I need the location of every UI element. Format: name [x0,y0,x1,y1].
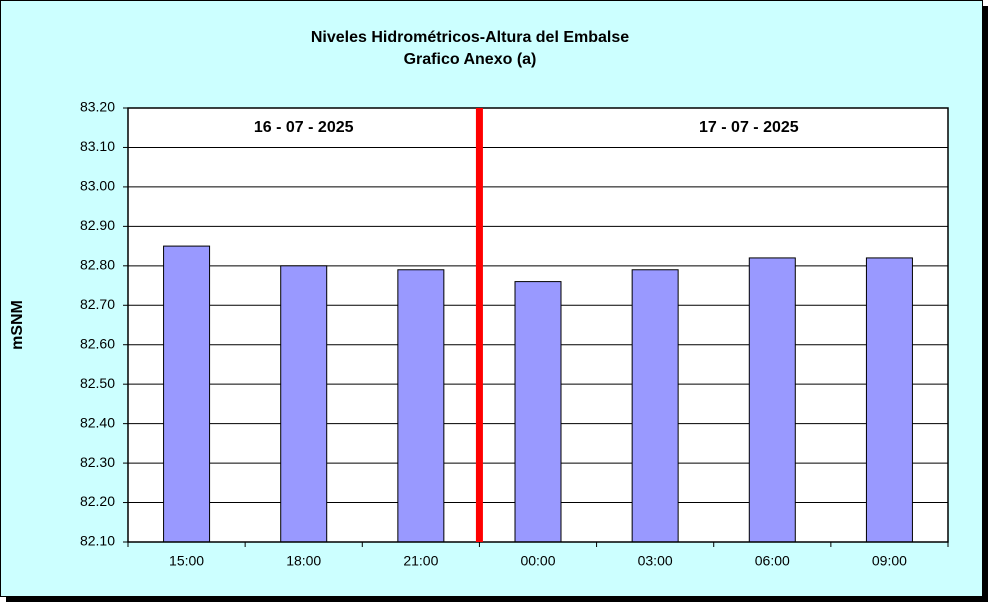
bar [865,257,913,543]
y-tick-label: 82.80 [80,257,115,273]
x-tick-label: 09:00 [872,553,907,569]
bar [280,265,328,543]
chart-subtitle: Grafico Anexo (a) [404,51,537,68]
y-tick-label: 82.20 [80,493,115,509]
bar [397,269,445,543]
annotation: 16 - 07 - 2025 [254,119,354,136]
y-tick-label: 82.40 [80,414,115,430]
y-tick-label: 82.90 [80,217,115,233]
bar [631,269,679,543]
y-tick-label: 83.10 [80,138,115,154]
x-tick-label: 15:00 [169,553,204,569]
y-tick-label: 82.50 [80,375,115,391]
x-tick-label: 00:00 [520,553,555,569]
x-tick-label: 21:00 [403,553,438,569]
x-tick-label: 18:00 [286,553,321,569]
y-tick-label: 82.10 [80,533,115,549]
y-tick-label: 82.60 [80,335,115,351]
x-tick-label: 03:00 [638,553,673,569]
bar [748,257,796,543]
y-tick-label: 83.00 [80,178,115,194]
bar [514,281,562,543]
plot-border [127,107,949,543]
y-tick-label: 83.20 [80,99,115,115]
annotation: 17 - 07 - 2025 [699,119,799,136]
chart-title: Niveles Hidrométricos-Altura del Embalse [311,29,629,46]
y-tick-label: 82.30 [80,454,115,470]
bar [163,245,211,543]
y-tick-label: 82.70 [80,296,115,312]
y-axis-label: mSNM [9,300,26,350]
x-tick-label: 06:00 [755,553,790,569]
